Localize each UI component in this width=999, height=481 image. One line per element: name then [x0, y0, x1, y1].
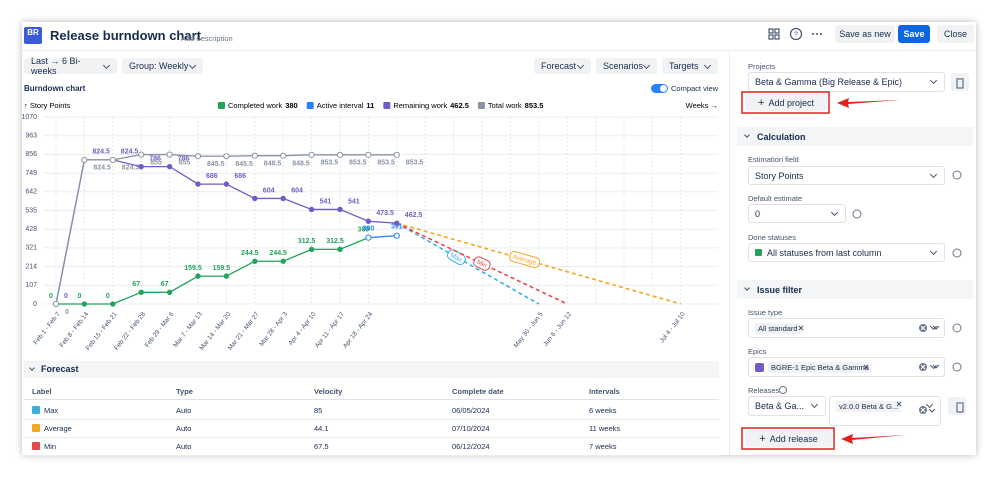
divider — [729, 51, 730, 455]
row-swatch — [32, 424, 40, 432]
field-label: Projects — [748, 62, 776, 71]
header-icons: ? — [768, 27, 822, 41]
table-cell: 07/10/2024 — [452, 424, 490, 433]
divider — [22, 50, 976, 51]
forecast-dropdown[interactable]: Forecast — [534, 58, 591, 74]
compact-toggle[interactable] — [651, 84, 668, 93]
row-divider — [24, 455, 719, 456]
done-statuses-select[interactable]: All statuses from last column — [748, 243, 945, 262]
delete-button[interactable] — [948, 397, 966, 415]
table-cell: 85 — [314, 406, 323, 415]
tag: All standard — [755, 322, 801, 334]
field-label: Estimation field — [748, 155, 799, 164]
row-swatch — [32, 442, 40, 450]
table-cell: 6 weeks — [589, 406, 617, 415]
table-cell: Average — [44, 424, 72, 433]
plus-icon: + — [758, 96, 765, 109]
delete-button[interactable] — [951, 73, 969, 91]
scenarios-dropdown[interactable]: Scenarios — [596, 58, 657, 74]
issue-type-select[interactable]: All standard — [748, 318, 945, 338]
targets-dropdown[interactable]: Targets — [662, 58, 718, 74]
save-button[interactable]: Save — [898, 25, 930, 43]
table-cell: Max — [44, 406, 59, 415]
add-description[interactable]: Add description — [181, 34, 233, 43]
range-dropdown[interactable]: Last → 6 Bi-weeks — [24, 56, 117, 76]
group-dropdown[interactable]: Group: Weekly — [122, 58, 203, 74]
button-text: Add release — [769, 433, 818, 444]
status-swatch — [755, 249, 762, 256]
section-header[interactable]: Calculation — [737, 127, 973, 146]
column-header: Type — [176, 387, 193, 396]
table-cell: 7 weeks — [589, 442, 617, 451]
row-swatch — [32, 406, 40, 414]
page-title: Release burndown chart — [50, 28, 201, 43]
column-header: Complete date — [452, 387, 504, 396]
table-cell: Auto — [176, 406, 192, 415]
tag: v2.0.0 Beta & G... — [836, 401, 902, 412]
section-header[interactable]: Issue filter — [737, 280, 973, 299]
compact-view-label: Compact view — [671, 84, 719, 93]
add-project-button[interactable]: + Add project — [745, 94, 827, 111]
table-cell: 44.1 — [314, 424, 329, 433]
column-header: Velocity — [314, 387, 343, 396]
epic-icon — [755, 362, 764, 372]
table-header-bar — [24, 361, 719, 378]
releases-select[interactable]: Beta & Ga... — [748, 396, 826, 416]
help-glyph: ? — [794, 31, 798, 38]
save-as-new-button[interactable]: Save as new — [835, 25, 895, 43]
column-header: Label — [32, 387, 52, 396]
table-cell: 06/05/2024 — [452, 406, 490, 415]
table-cell: Auto — [176, 442, 192, 451]
field-label: Default estimate — [748, 194, 803, 203]
field-label: Done statuses — [748, 233, 796, 242]
row-divider — [24, 399, 719, 400]
help-icon[interactable] — [789, 27, 803, 41]
table-cell: 06/12/2024 — [452, 442, 490, 451]
column-header: Intervals — [589, 387, 620, 396]
input-value: 0 — [755, 208, 761, 219]
projects-select[interactable]: Beta & Gamma (Big Release & Epic) — [748, 72, 945, 92]
row-divider — [24, 419, 719, 420]
estimation-select[interactable]: Story Points — [748, 166, 945, 185]
logo: BR — [24, 27, 42, 44]
release-versions-select[interactable]: v2.0.0 Beta & G... — [829, 396, 941, 426]
plus-icon: + — [759, 432, 766, 445]
table-cell: 67.5 — [314, 442, 329, 451]
tag: BGRE-1 Epic Beta & Gamma — [768, 361, 872, 373]
field-label: Epics — [748, 347, 767, 356]
close-button[interactable]: Close — [937, 25, 974, 43]
row-divider — [24, 437, 719, 438]
icon[interactable] — [768, 28, 774, 34]
field-label: Releases — [748, 386, 780, 395]
button-text: Add project — [768, 97, 814, 108]
table-cell: 11 weeks — [589, 424, 621, 433]
epics-select[interactable]: BGRE-1 Epic Beta & Gamma — [748, 357, 945, 377]
default-estimate-input[interactable]: 0 — [748, 204, 846, 223]
table-cell: Min — [44, 442, 57, 451]
table-title: Forecast — [41, 364, 79, 374]
table-cell: Auto — [176, 424, 192, 433]
select-value: All statuses from last column — [767, 247, 882, 258]
field-label: Issue type — [748, 308, 783, 317]
add-release-button[interactable]: + Add release — [745, 430, 832, 447]
chart-title: Burndown chart — [24, 84, 86, 93]
